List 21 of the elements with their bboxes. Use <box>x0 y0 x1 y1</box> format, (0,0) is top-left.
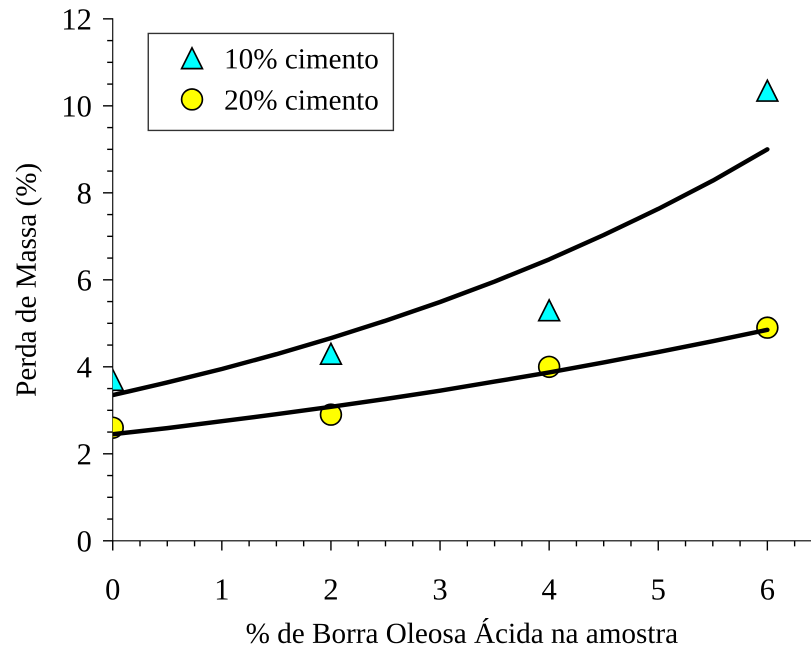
point <box>320 342 342 366</box>
x-tick-label: 0 <box>106 579 120 600</box>
y-tick-label: 4 <box>77 357 92 378</box>
y-tick-label: 6 <box>78 270 91 291</box>
x-tick-label: 3 <box>434 579 446 600</box>
legend-label: 10% cimento <box>226 49 378 69</box>
x-axis-title: % de Borra Oleosa Ácida na amostra <box>246 618 678 644</box>
x-tick-label: 5 <box>652 579 665 600</box>
y-tick-label: 10 <box>64 96 91 117</box>
y-tick-label: 0 <box>78 531 91 552</box>
x-tick-label: 6 <box>761 579 774 600</box>
y-tick-label: 8 <box>78 183 91 204</box>
point <box>756 79 779 102</box>
x-tick-label: 4 <box>542 579 556 600</box>
y-tick-label: 12 <box>64 9 90 30</box>
y-axis-title: Perda de Massa (%) <box>15 164 42 396</box>
x-tick-label: 2 <box>324 579 337 600</box>
y-tick-label: 2 <box>78 444 90 464</box>
legend-label: 20% cimento <box>225 90 378 110</box>
point <box>538 299 560 322</box>
x-tick-label: 1 <box>216 579 228 600</box>
